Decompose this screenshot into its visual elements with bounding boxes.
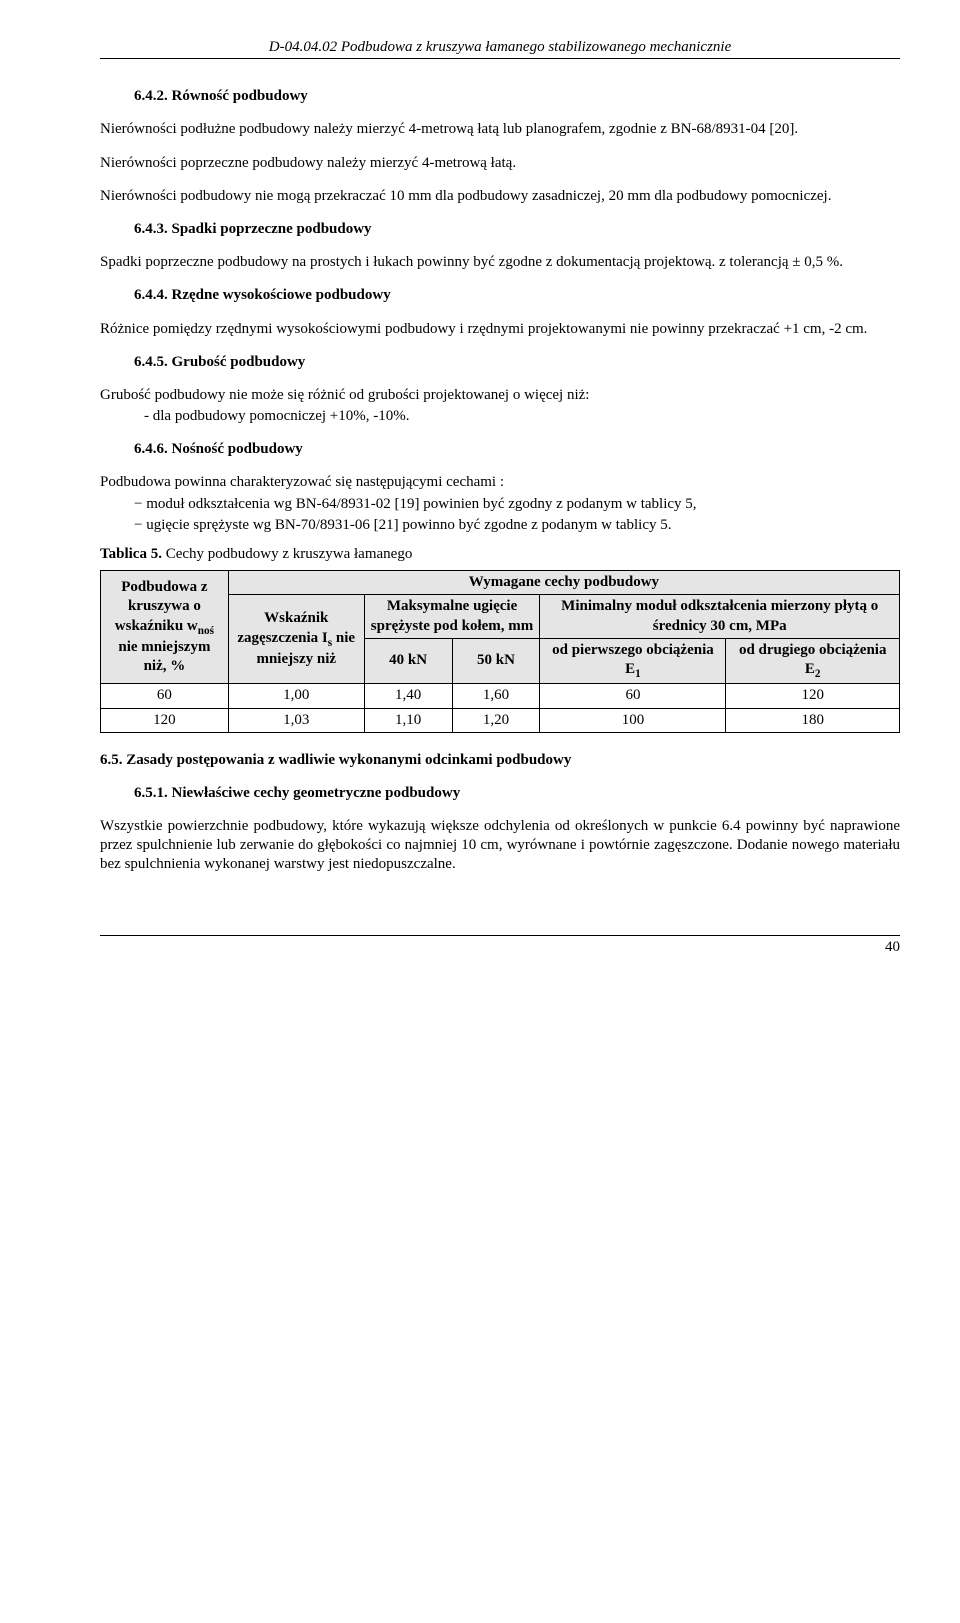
table-cell: 1,60 xyxy=(452,684,540,708)
table-cell: 180 xyxy=(726,708,900,732)
table-row: 60 1,00 1,40 1,60 60 120 xyxy=(101,684,900,708)
para: Wszystkie powierzchnie podbudowy, które … xyxy=(100,817,900,875)
table-header: 40 kN xyxy=(364,638,452,684)
table-caption-rest: Cechy podbudowy z kruszywa łamanego xyxy=(162,546,412,562)
para: Nierówności poprzeczne podbudowy należy … xyxy=(100,154,900,173)
table-header: od pierwszego obciążenia E1 xyxy=(540,638,726,684)
heading-644: 6.4.4. Rzędne wysokościowe podbudowy xyxy=(100,286,900,305)
table-header: Minimalny moduł odkształcenia mierzony p… xyxy=(540,595,900,638)
table-5: Podbudowa z kruszywa o wskaźniku wnoś ni… xyxy=(100,570,900,733)
list-item: ugięcie sprężyste wg BN-70/8931-06 [21] … xyxy=(100,516,900,535)
table-header: Maksymalne ugięcie sprężyste pod kołem, … xyxy=(364,595,540,638)
table-cell: 120 xyxy=(726,684,900,708)
heading-643: 6.4.3. Spadki poprzeczne podbudowy xyxy=(100,220,900,239)
table-cell: 60 xyxy=(540,684,726,708)
table-cell: 1,20 xyxy=(452,708,540,732)
table-header: 50 kN xyxy=(452,638,540,684)
list-item: dla podbudowy pomocniczej +10%, -10%. xyxy=(134,407,900,426)
table-cell: 1,00 xyxy=(228,684,364,708)
table-header: Podbudowa z kruszywa o wskaźniku wnoś ni… xyxy=(101,571,229,684)
table-cell: 1,40 xyxy=(364,684,452,708)
table-caption: Tablica 5. Cechy podbudowy z kruszywa ła… xyxy=(100,545,900,564)
page-number: 40 xyxy=(100,935,900,957)
heading-645: 6.4.5. Grubość podbudowy xyxy=(100,353,900,372)
heading-65: 6.5. Zasady postępowania z wadliwie wyko… xyxy=(100,751,900,770)
heading-642: 6.4.2. Równość podbudowy xyxy=(100,87,900,106)
para: Podbudowa powinna charakteryzować się na… xyxy=(100,473,900,492)
table-cell: 1,03 xyxy=(228,708,364,732)
para: Różnice pomiędzy rzędnymi wysokościowymi… xyxy=(100,320,900,339)
table-cell: 1,10 xyxy=(364,708,452,732)
table-caption-bold: Tablica 5. xyxy=(100,546,162,562)
heading-651: 6.5.1. Niewłaściwe cechy geometryczne po… xyxy=(100,784,900,803)
para: Nierówności podłużne podbudowy należy mi… xyxy=(100,120,900,139)
table-cell: 100 xyxy=(540,708,726,732)
table-header: Wymagane cechy podbudowy xyxy=(228,571,899,595)
heading-646: 6.4.6. Nośność podbudowy xyxy=(100,440,900,459)
table-header: od drugiego obciążenia E2 xyxy=(726,638,900,684)
para: Nierówności podbudowy nie mogą przekracz… xyxy=(100,187,900,206)
para: Spadki poprzeczne podbudowy na prostych … xyxy=(100,253,900,272)
para: Grubość podbudowy nie może się różnić od… xyxy=(100,386,900,405)
table-cell: 120 xyxy=(101,708,229,732)
table-header: Wskaźnik zagęszczenia Is nie mniejszy ni… xyxy=(228,595,364,684)
list-item: moduł odkształcenia wg BN-64/8931-02 [19… xyxy=(100,495,900,514)
table-cell: 60 xyxy=(101,684,229,708)
page-header: D-04.04.02 Podbudowa z kruszywa łamanego… xyxy=(100,38,900,59)
table-row: 120 1,03 1,10 1,20 100 180 xyxy=(101,708,900,732)
